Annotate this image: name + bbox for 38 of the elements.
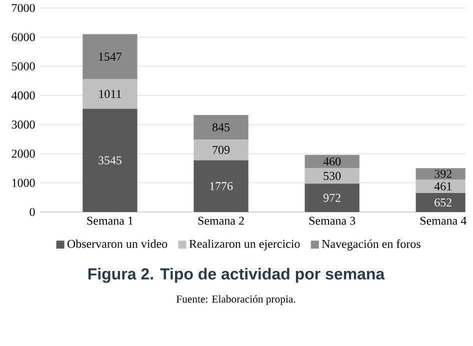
data-label: 972 bbox=[323, 194, 340, 202]
y-tick-label: 3000 bbox=[12, 120, 35, 129]
data-label: 530 bbox=[324, 172, 341, 180]
x-tick-label: Semana 4 bbox=[420, 216, 466, 225]
source-note: Fuente: Elaboración propia. bbox=[176, 295, 296, 305]
data-label: 845 bbox=[212, 123, 230, 132]
bar bbox=[194, 160, 248, 212]
y-tick-label: 1000 bbox=[12, 178, 35, 187]
bar bbox=[304, 168, 360, 184]
data-label: 1547 bbox=[99, 52, 122, 61]
x-tick-label: Semana 1 bbox=[87, 216, 133, 225]
bar bbox=[82, 34, 138, 80]
y-tick-label: 7000 bbox=[12, 4, 35, 12]
bar bbox=[304, 184, 360, 212]
bar bbox=[82, 108, 138, 212]
legend-label: Observaron un video bbox=[67, 239, 168, 248]
text: Figura 2. Tipo de actividad por semana bbox=[88, 268, 385, 283]
y-tick-label: 6000 bbox=[12, 33, 35, 42]
y-tick-label: 4000 bbox=[12, 91, 35, 100]
bar bbox=[194, 140, 248, 160]
x-tick-label: Semana 3 bbox=[309, 216, 356, 225]
data-label: 1776 bbox=[210, 182, 233, 190]
y-tick-label: 5000 bbox=[12, 62, 35, 70]
bar bbox=[194, 114, 248, 140]
x-tick-label: Semana 2 bbox=[198, 216, 244, 225]
legend-label: Navegación en foros bbox=[322, 239, 420, 250]
y-tick-label: 2000 bbox=[12, 150, 35, 158]
bar bbox=[82, 79, 138, 109]
data-label: 3545 bbox=[98, 156, 122, 164]
y-tick-label: 0 bbox=[30, 208, 35, 216]
data-label: 652 bbox=[434, 198, 452, 207]
data-label: 1011 bbox=[99, 90, 122, 98]
data-label: 709 bbox=[212, 146, 230, 154]
bar bbox=[304, 154, 360, 168]
data-label: 392 bbox=[434, 170, 452, 178]
data-label: 460 bbox=[323, 157, 341, 166]
data-label: 461 bbox=[434, 182, 452, 190]
legend-label: Realizaron un ejercicio bbox=[189, 239, 300, 250]
